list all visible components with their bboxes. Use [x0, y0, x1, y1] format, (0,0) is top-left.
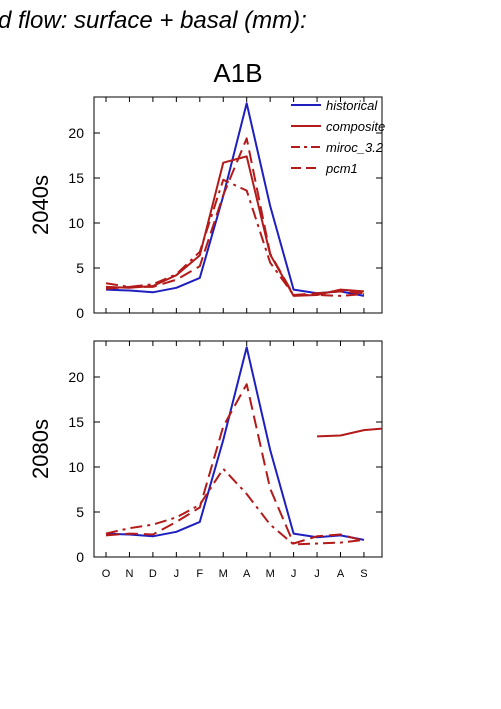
- series-line-pcm1: [105, 383, 365, 545]
- y-tick-label: 15: [68, 170, 84, 186]
- y-tick-label: 0: [76, 305, 84, 321]
- figure-title: d flow: surface + basal (mm):: [0, 7, 307, 34]
- x-tick-label: O: [102, 568, 111, 580]
- legend-label: historical: [326, 98, 378, 113]
- x-tick-label: J: [314, 568, 320, 580]
- y-axis-label: 2040s: [28, 175, 53, 235]
- x-tick-label: J: [174, 568, 180, 580]
- x-tick-label: D: [149, 568, 157, 580]
- x-tick-label: S: [360, 568, 367, 580]
- series-line-historical: [105, 346, 365, 541]
- x-tick-label: A: [337, 568, 345, 580]
- plot-frame: [93, 96, 383, 314]
- series-line-composite: [105, 155, 365, 297]
- series-line-miroc-3-2: [105, 467, 365, 546]
- x-tick-label: A: [243, 568, 251, 580]
- x-tick-label: N: [125, 568, 133, 580]
- y-tick-label: 10: [68, 459, 84, 475]
- scenario-title: A1B: [213, 58, 262, 88]
- y-tick-label: 15: [68, 414, 84, 430]
- legend-label: pcm1: [325, 161, 358, 176]
- y-tick-label: 10: [68, 215, 84, 231]
- x-tick-label: M: [266, 568, 275, 580]
- series-line-miroc-3-2: [105, 178, 365, 297]
- series-line-pcm1: [105, 137, 365, 296]
- y-tick-label: 20: [68, 369, 84, 385]
- y-tick-label: 5: [76, 260, 84, 276]
- y-tick-label: 5: [76, 504, 84, 520]
- x-tick-label: F: [196, 568, 203, 580]
- legend-label: composite: [326, 119, 385, 134]
- panel-2080s: 0 5 10 15 20 O N D J F M A M J J A S 2080s: [28, 340, 383, 580]
- series-line-composite: [317, 427, 383, 438]
- plot-frame: [93, 340, 383, 558]
- x-tick-label: M: [219, 568, 228, 580]
- legend-label: miroc_3.2: [326, 140, 384, 155]
- y-tick-label: 20: [68, 125, 84, 141]
- panel-2040s: 0 5 10 15 20 2040s historical composite miroc_3.…: [28, 96, 385, 321]
- x-tick-label: J: [291, 568, 297, 580]
- y-tick-label: 0: [76, 549, 84, 565]
- y-axis-label: 2080s: [28, 419, 53, 479]
